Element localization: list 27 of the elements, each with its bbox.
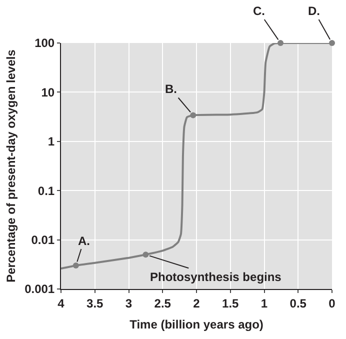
x-tick-label: 2.5: [154, 296, 172, 310]
point: [278, 40, 284, 46]
x-tick-label: 4: [58, 296, 65, 310]
annotation: Photosynthesis begins: [150, 270, 282, 284]
x-tick-label: 3: [125, 296, 132, 310]
y-tick-label: 0.01: [31, 233, 55, 247]
point: [142, 252, 149, 258]
annotation: D.: [308, 4, 320, 18]
x-tick-label: 1.5: [222, 296, 240, 310]
point: [190, 112, 196, 118]
x-tick-label: 1: [260, 296, 268, 310]
y-tick-label: 1: [48, 134, 55, 149]
annotation: A.: [78, 234, 90, 248]
y-tick-label: 100: [34, 36, 55, 50]
annotation: C.: [253, 4, 265, 18]
point: [329, 40, 335, 46]
x-axis-title: Time (billion years ago): [130, 317, 264, 332]
x-tick-label: 0: [328, 296, 336, 310]
annotation: B.: [165, 82, 177, 96]
y-axis-title: Percentage of present-day oxygen levels: [4, 49, 18, 282]
y-tick-label: 0.001: [24, 282, 55, 296]
y-tick-label: 0.1: [38, 184, 55, 198]
x-tick-label: 0.5: [290, 296, 307, 310]
point: [72, 262, 79, 269]
x-tick-label: 2: [193, 296, 200, 310]
x-tick-label: 3.5: [86, 296, 104, 310]
y-tick-label: 10: [41, 85, 55, 100]
